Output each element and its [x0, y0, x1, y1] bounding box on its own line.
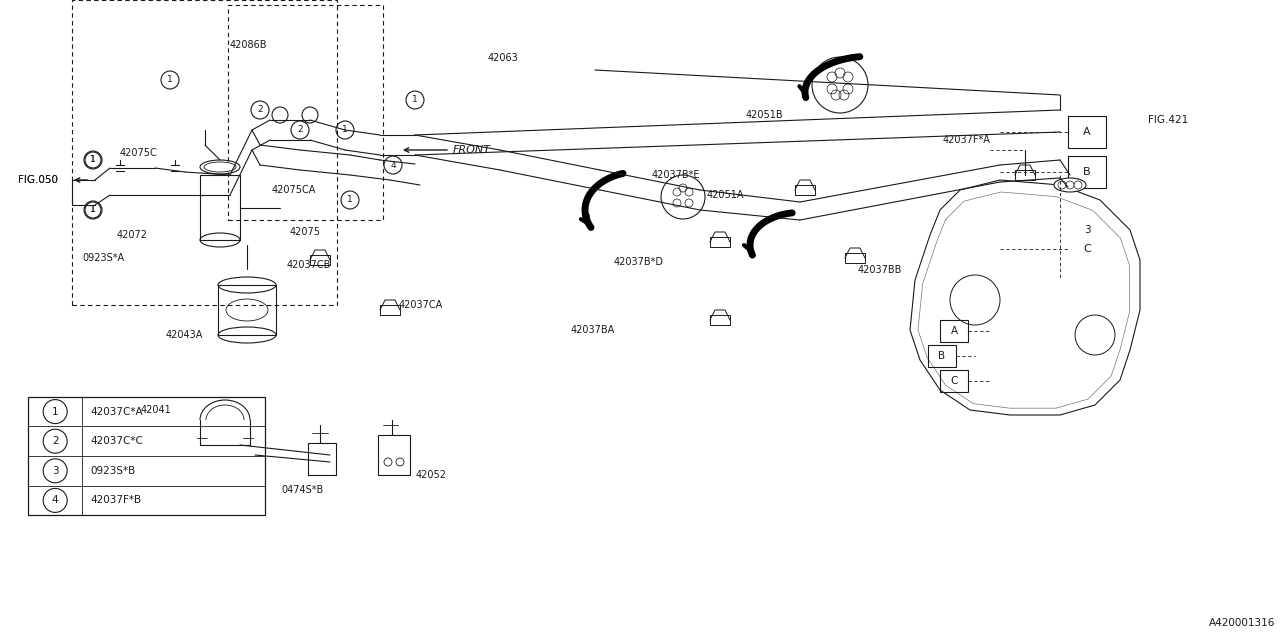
Bar [1068, 156, 1106, 188]
Text: 42052: 42052 [416, 470, 447, 480]
Bar [1068, 116, 1106, 148]
Bar [710, 315, 730, 325]
Text: 4: 4 [52, 495, 59, 506]
Bar [940, 320, 968, 342]
Text: 42037B*E: 42037B*E [652, 170, 700, 180]
Text: A: A [1083, 127, 1091, 137]
Ellipse shape [204, 162, 236, 172]
Circle shape [302, 107, 317, 123]
Text: 1: 1 [347, 195, 353, 205]
Bar [1068, 233, 1106, 265]
Text: A420001316: A420001316 [1208, 618, 1275, 628]
Text: 42037CA: 42037CA [399, 300, 443, 310]
Text: 42037BA: 42037BA [571, 325, 614, 335]
Text: 42037F*A: 42037F*A [942, 135, 989, 145]
Polygon shape [910, 180, 1140, 415]
Text: 42075: 42075 [291, 227, 321, 237]
Text: 0923S*B: 0923S*B [90, 466, 136, 476]
Text: 1: 1 [342, 125, 348, 134]
Text: FRONT: FRONT [453, 145, 492, 155]
Text: FIG.050: FIG.050 [18, 175, 58, 185]
Bar [940, 370, 968, 392]
Text: 42037BB: 42037BB [858, 265, 902, 275]
Bar [28, 397, 265, 515]
Text: 42051A: 42051A [707, 190, 745, 200]
Bar [200, 175, 241, 240]
Text: B: B [1083, 167, 1091, 177]
Bar [310, 255, 330, 265]
Text: 42037CB: 42037CB [287, 260, 332, 270]
Text: 42037C*C: 42037C*C [90, 436, 143, 446]
Circle shape [1066, 181, 1074, 189]
Circle shape [1074, 181, 1082, 189]
Text: 1: 1 [90, 156, 96, 164]
Text: 1: 1 [52, 406, 59, 417]
Bar [845, 253, 865, 263]
Text: FIG.421: FIG.421 [1148, 115, 1188, 125]
Text: 42051B: 42051B [745, 110, 783, 120]
Text: 42075C: 42075C [120, 148, 157, 158]
Bar [1015, 170, 1036, 180]
Circle shape [273, 107, 288, 123]
Text: 42086B: 42086B [229, 40, 266, 50]
Bar [228, 5, 383, 220]
Text: 42041: 42041 [141, 405, 172, 415]
Bar [378, 435, 410, 475]
Bar [380, 305, 399, 315]
Text: 42037C*A: 42037C*A [90, 406, 143, 417]
Bar [710, 237, 730, 247]
Text: 3: 3 [52, 466, 59, 476]
Text: C: C [1083, 244, 1091, 254]
Text: FIG.050: FIG.050 [18, 175, 58, 185]
Bar [72, 0, 337, 305]
Text: 0474S*B: 0474S*B [280, 485, 323, 495]
Bar [795, 185, 815, 195]
Text: 42043A: 42043A [165, 330, 204, 340]
Text: 42072: 42072 [116, 230, 148, 240]
Text: 1: 1 [90, 156, 96, 164]
Text: 1: 1 [168, 76, 173, 84]
Text: 1: 1 [90, 205, 96, 214]
Ellipse shape [1053, 178, 1085, 192]
Text: 2: 2 [297, 125, 303, 134]
Text: A: A [951, 326, 957, 336]
Text: 2: 2 [52, 436, 59, 446]
Text: 42037F*B: 42037F*B [90, 495, 141, 506]
Bar [308, 443, 335, 475]
Text: 3: 3 [1084, 225, 1091, 235]
Text: 42037B*D: 42037B*D [614, 257, 664, 267]
Text: 42075CA: 42075CA [273, 185, 316, 195]
Text: 2: 2 [257, 106, 262, 115]
Text: 0923S*A: 0923S*A [82, 253, 124, 263]
Text: B: B [938, 351, 946, 361]
Text: 1: 1 [412, 95, 417, 104]
Text: 1: 1 [90, 205, 96, 214]
Text: C: C [950, 376, 957, 386]
Text: 4: 4 [390, 161, 396, 170]
Bar [928, 345, 956, 367]
Circle shape [1059, 181, 1066, 189]
Bar [218, 285, 276, 335]
Text: 42063: 42063 [488, 53, 518, 63]
